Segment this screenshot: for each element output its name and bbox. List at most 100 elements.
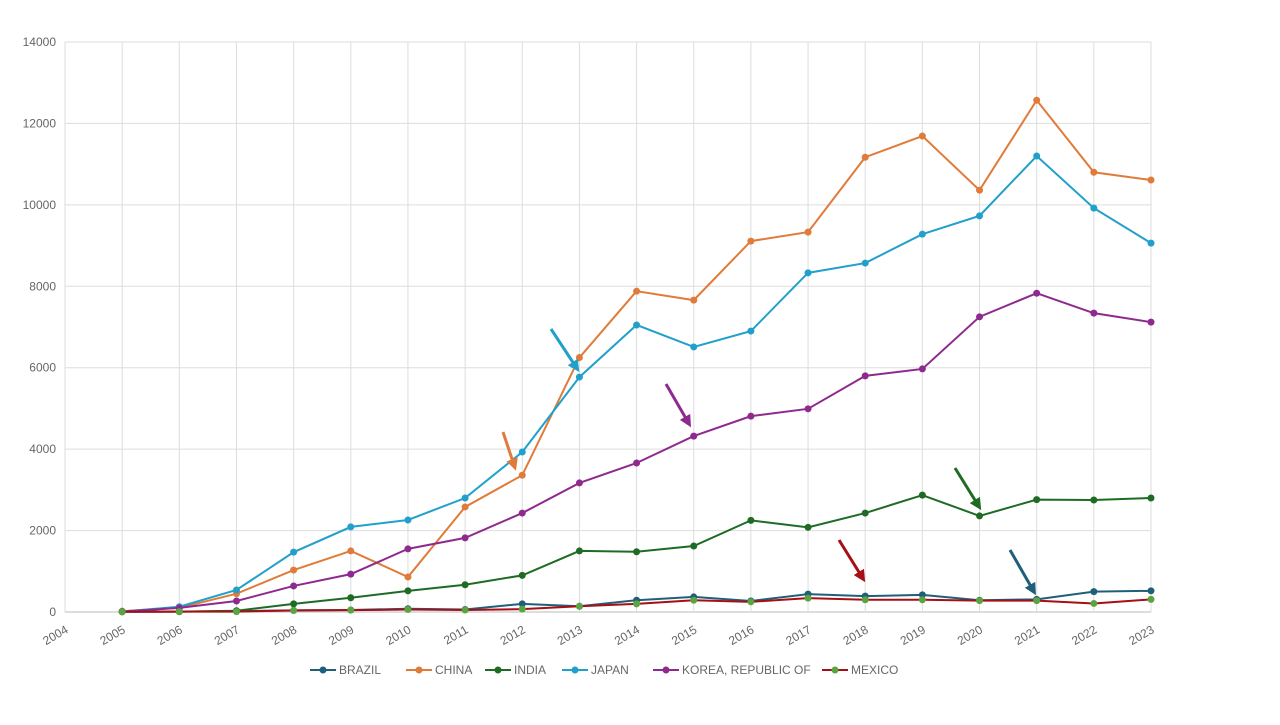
- data-point: [976, 186, 984, 194]
- y-tick-label: 8000: [29, 279, 56, 293]
- x-tick-label: 2011: [441, 622, 471, 647]
- y-tick-label: 6000: [29, 361, 56, 375]
- data-point: [747, 516, 755, 524]
- data-point: [518, 509, 526, 517]
- data-point: [804, 523, 812, 531]
- data-point: [518, 605, 526, 613]
- x-tick-label: 2013: [555, 622, 585, 648]
- x-tick-label: 2019: [898, 622, 928, 648]
- legend-label: MEXICO: [851, 663, 898, 677]
- data-point: [918, 132, 926, 140]
- data-point: [1033, 289, 1041, 297]
- data-point: [461, 581, 469, 589]
- data-point: [518, 448, 526, 456]
- data-point: [575, 547, 583, 555]
- series-korea-republic-of: [118, 289, 1155, 616]
- data-point: [976, 313, 984, 321]
- legend-label: CHINA: [435, 663, 472, 677]
- x-tick-label: 2023: [1126, 622, 1156, 648]
- data-point: [1090, 168, 1098, 176]
- data-point: [347, 570, 355, 578]
- data-point: [804, 269, 812, 277]
- arrow-icon: [1008, 549, 1036, 596]
- data-point: [575, 479, 583, 487]
- legend-marker: [494, 666, 502, 674]
- x-tick-label: 2012: [498, 622, 528, 648]
- data-point: [1033, 496, 1041, 504]
- arrow-icon: [953, 467, 982, 511]
- legend-label: BRAZIL: [339, 663, 381, 677]
- y-tick-label: 0: [49, 605, 56, 619]
- data-point: [1147, 494, 1155, 502]
- data-point: [1033, 96, 1041, 104]
- x-tick-label: 2021: [1012, 622, 1042, 648]
- data-point: [347, 606, 355, 614]
- legend-marker: [831, 666, 839, 674]
- data-point: [575, 602, 583, 610]
- data-point: [918, 230, 926, 238]
- data-point: [976, 597, 984, 605]
- data-point: [690, 542, 698, 550]
- data-point: [633, 459, 641, 467]
- data-point: [290, 606, 298, 614]
- data-point: [1147, 318, 1155, 326]
- data-point: [232, 597, 240, 605]
- data-point: [976, 212, 984, 220]
- x-tick-label: 2007: [212, 622, 242, 648]
- data-point: [690, 432, 698, 440]
- data-point: [575, 354, 583, 362]
- x-tick-label: 2020: [955, 622, 985, 648]
- legend-item: INDIA: [485, 663, 546, 677]
- data-point: [118, 608, 126, 616]
- x-tick-label: 2015: [669, 622, 699, 648]
- legend-label: JAPAN: [591, 663, 629, 677]
- data-point: [1090, 204, 1098, 212]
- legend-label: INDIA: [514, 663, 546, 677]
- x-tick-label: 2018: [841, 622, 871, 648]
- data-point: [1090, 588, 1098, 596]
- data-point: [518, 471, 526, 479]
- legend-label: KOREA, REPUBLIC OF: [682, 663, 811, 677]
- data-point: [918, 596, 926, 604]
- x-tick-label: 2017: [783, 622, 813, 648]
- x-tick-label: 2014: [612, 622, 642, 648]
- series-china: [118, 96, 1155, 615]
- data-point: [347, 523, 355, 531]
- data-point: [861, 372, 869, 380]
- data-point: [290, 566, 298, 574]
- x-tick-label: 2022: [1069, 622, 1099, 648]
- legend-item: CHINA: [406, 663, 472, 677]
- data-point: [1147, 587, 1155, 595]
- data-point: [1090, 599, 1098, 607]
- data-point: [461, 503, 469, 511]
- data-point: [404, 545, 412, 553]
- data-point: [690, 296, 698, 304]
- x-tick-label: 2008: [269, 622, 299, 648]
- data-point: [461, 534, 469, 542]
- data-point: [575, 373, 583, 381]
- y-tick-label: 4000: [29, 442, 56, 456]
- y-tick-label: 14000: [23, 35, 57, 49]
- data-point: [747, 598, 755, 606]
- y-tick-label: 2000: [29, 524, 56, 538]
- data-point: [861, 596, 869, 604]
- legend-marker: [415, 666, 423, 674]
- x-tick-label: 2005: [98, 622, 128, 648]
- x-axis: 2004 2005 2006 2007 2008 2009 2010 2011 2012 2013…: [40, 622, 1156, 648]
- series-mexico: [118, 594, 1155, 616]
- data-point: [918, 365, 926, 373]
- data-point: [690, 343, 698, 351]
- arrow-icon: [664, 383, 692, 428]
- arrow-icon: [501, 431, 518, 471]
- x-tick-label: 2009: [326, 622, 356, 648]
- data-point: [747, 327, 755, 335]
- data-point: [804, 228, 812, 236]
- data-point: [404, 587, 412, 595]
- data-point: [518, 571, 526, 579]
- data-point: [461, 494, 469, 502]
- data-point: [347, 547, 355, 555]
- data-point: [633, 548, 641, 556]
- data-point: [1147, 239, 1155, 247]
- data-point: [1090, 496, 1098, 504]
- data-point: [1090, 309, 1098, 317]
